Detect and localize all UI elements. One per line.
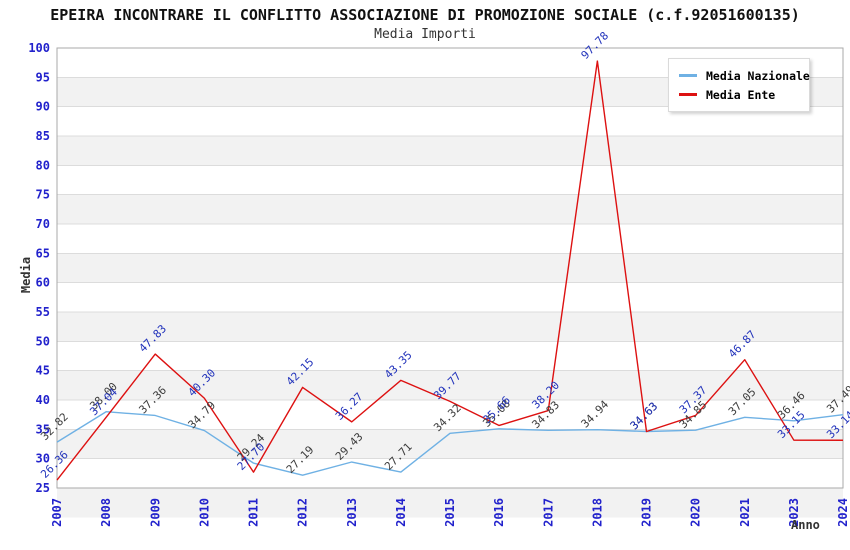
plot-border xyxy=(56,47,844,489)
series-line-media-nazionale xyxy=(56,411,844,476)
y-tick-label: 65 xyxy=(36,246,50,260)
plot-band xyxy=(57,194,843,224)
media-ente-line-swatch xyxy=(679,93,697,96)
y-tick-label: 75 xyxy=(36,188,50,202)
plot-band xyxy=(57,488,843,518)
plot-band xyxy=(57,429,843,459)
y-axis-title: Media xyxy=(19,256,34,294)
y-tick-label: 90 xyxy=(36,100,50,114)
plot-band xyxy=(57,312,843,342)
x-tick-label: 2011 xyxy=(247,498,261,527)
x-tick-label: 2024 xyxy=(836,498,850,527)
y-tick-label: 35 xyxy=(36,422,50,436)
y-tick-label: 60 xyxy=(36,276,50,290)
x-axis-title: Anno xyxy=(791,518,820,532)
x-tick-label: 2010 xyxy=(197,498,211,527)
x-tick-label: 2016 xyxy=(492,498,506,527)
y-tick-label: 70 xyxy=(36,217,50,231)
data-label: 33.14 xyxy=(824,408,850,441)
data-label: 34.94 xyxy=(579,398,612,431)
y-tick-label: 50 xyxy=(36,334,50,348)
plot-band xyxy=(57,253,843,283)
series-line-media-ente xyxy=(56,60,844,481)
y-tick-label: 25 xyxy=(36,481,50,495)
x-tick-label: 2012 xyxy=(296,498,310,527)
y-tick-label: 45 xyxy=(36,364,50,378)
x-tick-label: 2020 xyxy=(689,498,703,527)
y-tick-label: 30 xyxy=(36,452,50,466)
data-label: 97.78 xyxy=(579,29,612,62)
legend-item-media-ente: Media Ente xyxy=(679,85,801,104)
legend-label-media-ente: Media Ente xyxy=(706,87,776,102)
y-tick-label: 55 xyxy=(36,305,50,319)
x-tick-label: 2019 xyxy=(640,498,654,527)
x-tick-label: 2013 xyxy=(345,498,359,527)
y-tick-label: 95 xyxy=(36,70,50,84)
x-tick-label: 2023 xyxy=(787,498,801,527)
y-tick-label: 40 xyxy=(36,393,50,407)
x-tick-label: 2017 xyxy=(541,498,555,527)
data-label: 34.79 xyxy=(186,399,219,432)
plot-band xyxy=(57,370,843,400)
x-tick-label: 2007 xyxy=(50,498,64,527)
plot-band xyxy=(57,136,843,166)
x-tick-label: 2014 xyxy=(394,498,408,527)
data-label: 34.63 xyxy=(628,400,661,433)
x-tick-label: 2009 xyxy=(148,498,162,527)
media-nazionale-line-swatch xyxy=(679,74,697,77)
y-tick-label: 85 xyxy=(36,129,50,143)
chart-subtitle: Media Importi xyxy=(374,27,476,42)
chart-title: EPEIRA INCONTRARE IL CONFLITTO ASSOCIAZI… xyxy=(50,6,800,24)
x-tick-label: 2018 xyxy=(590,498,604,527)
y-tick-label: 100 xyxy=(28,41,50,55)
x-tick-label: 2021 xyxy=(738,498,752,527)
legend-label-media-nazionale: Media Nazionale xyxy=(706,68,810,83)
legend-item-media-nazionale: Media Nazionale xyxy=(679,66,810,85)
x-tick-label: 2008 xyxy=(99,498,113,527)
legend: Media Nazionale Media Ente xyxy=(668,58,810,112)
y-tick-label: 80 xyxy=(36,158,50,172)
x-tick-label: 2015 xyxy=(443,498,457,527)
